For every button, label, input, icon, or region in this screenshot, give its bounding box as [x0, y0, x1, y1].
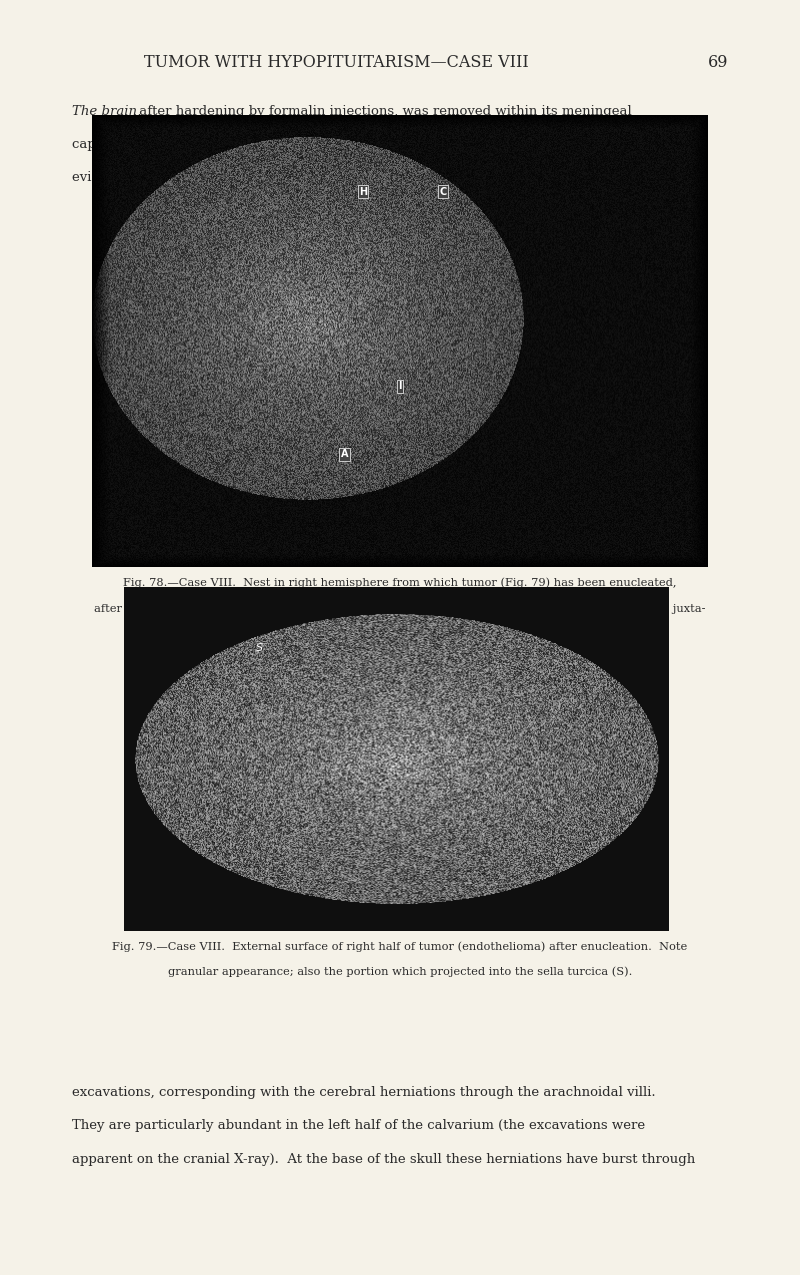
Text: The skull-cap bears: The skull-cap bears: [438, 138, 578, 150]
Text: A: A: [341, 449, 348, 459]
Text: excavations, corresponding with the cerebral herniations through the arachnoidal: excavations, corresponding with the cere…: [72, 1086, 656, 1099]
Text: 69: 69: [707, 54, 728, 70]
Text: They are particularly abundant in the left half of the calvarium (the excavation: They are particularly abundant in the le…: [72, 1119, 645, 1132]
Text: TUMOR WITH HYPOPITUITARISM—CASE VIII: TUMOR WITH HYPOPITUITARISM—CASE VIII: [144, 54, 528, 70]
Text: Envelopes:: Envelopes:: [380, 138, 454, 150]
Text: Fig. 78.—Case VIII.  Nest in right hemisphere from which tumor (Fig. 79) has bee: Fig. 78.—Case VIII. Nest in right hemisp…: [123, 578, 677, 588]
Text: apparent on the cranial X-ray).  At the base of the skull these herniations have: apparent on the cranial X-ray). At the b…: [72, 1153, 695, 1165]
Text: capsule, with the ethmoid and sphenoid bones adherent.: capsule, with the ethmoid and sphenoid b…: [72, 138, 460, 150]
Text: S: S: [257, 644, 263, 654]
Text: Fig. 79.—Case VIII.  External surface of right half of tumor (endothelioma) afte: Fig. 79.—Case VIII. External surface of …: [112, 941, 688, 951]
Text: H: H: [359, 186, 367, 196]
Text: evidence of secondary pressure atrophy of high degree.  It is pitted with many p: evidence of secondary pressure atrophy o…: [72, 171, 666, 184]
Text: after hardening by formalin injections, was removed within its meningeal: after hardening by formalin injections, …: [135, 105, 632, 117]
Text: after mid-hemispheric section of brain.  Note cup-shaped hypophysis (H) with dil: after mid-hemispheric section of brain. …: [94, 603, 706, 613]
Text: C: C: [439, 186, 446, 196]
Text: granular appearance; also the portion which projected into the sella turcica (S): granular appearance; also the portion wh…: [168, 966, 632, 977]
Text: The brain,: The brain,: [72, 105, 142, 117]
Text: I: I: [398, 381, 402, 391]
Text: position; elongated infundibulum (I), and anterior cerebral artery (A).: position; elongated infundibulum (I), an…: [198, 629, 602, 639]
